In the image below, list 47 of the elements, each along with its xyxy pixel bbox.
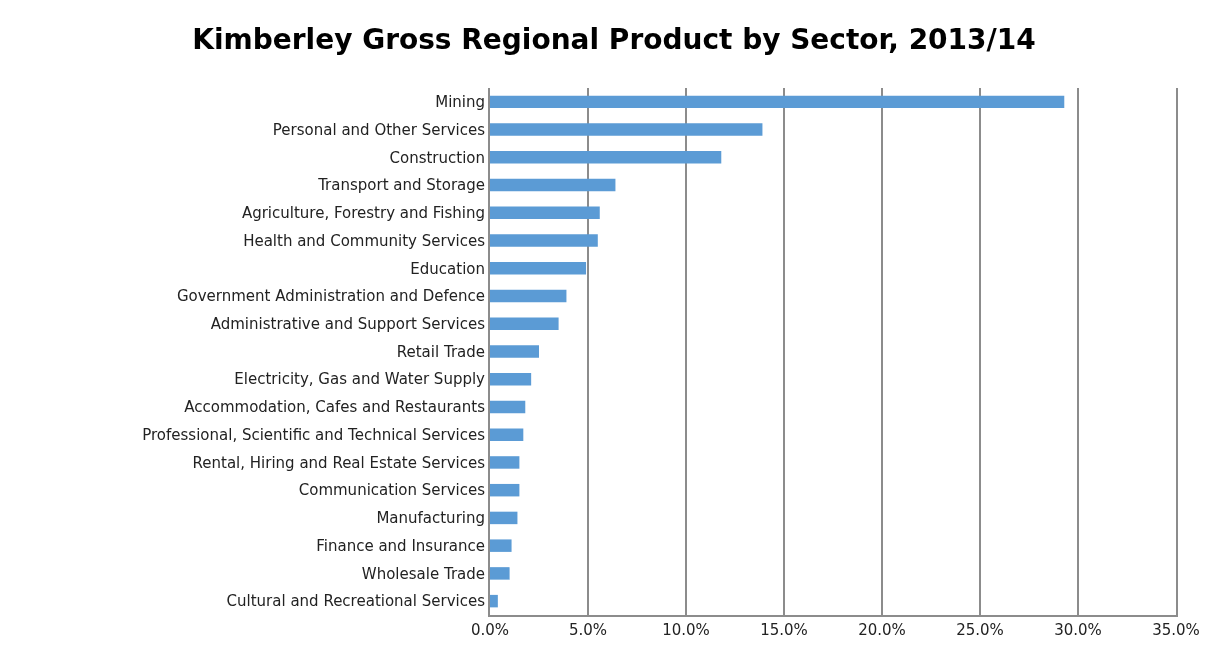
y-tick-label: Education bbox=[410, 259, 485, 278]
y-tick-label: Wholesale Trade bbox=[361, 564, 485, 583]
chart-title: Kimberley Gross Regional Product by Sector, 2013/14 bbox=[192, 23, 1036, 57]
bar bbox=[490, 428, 524, 441]
x-tick-label: 15.0% bbox=[760, 621, 808, 639]
y-tick-label: Transport and Storage bbox=[317, 176, 485, 195]
bar bbox=[490, 317, 559, 330]
y-tick-label: Personal and Other Services bbox=[272, 120, 486, 139]
x-tick-label: 20.0% bbox=[858, 621, 906, 639]
y-tick-label: Electricity, Gas and Water Supply bbox=[234, 370, 486, 389]
bar bbox=[490, 206, 600, 220]
x-tick-label: 30.0% bbox=[1054, 621, 1102, 639]
y-tick-label: Agriculture, Forestry and Fishing bbox=[241, 204, 485, 223]
bar bbox=[490, 289, 567, 303]
y-tick-label: Administrative and Support Services bbox=[210, 315, 486, 334]
y-tick-label: Professional, Scientific and Technical Services bbox=[142, 425, 486, 444]
bar bbox=[490, 373, 532, 386]
y-tick-label: Communication Services bbox=[298, 481, 486, 500]
x-tick-label: 35.0% bbox=[1152, 621, 1200, 639]
y-tick-label: Cultural and Recreational Services bbox=[226, 592, 486, 611]
x-tick-label: 25.0% bbox=[956, 621, 1004, 639]
y-tick-label: Finance and Insurance bbox=[316, 536, 485, 555]
bar bbox=[490, 151, 722, 164]
bar bbox=[490, 567, 510, 580]
y-tick-label: Rental, Hiring and Real Estate Services bbox=[192, 453, 486, 472]
y-tick-label: Construction bbox=[389, 148, 485, 167]
bar bbox=[490, 456, 520, 469]
bar bbox=[490, 400, 526, 414]
bar bbox=[490, 95, 1065, 109]
x-tick-label: 5.0% bbox=[568, 621, 608, 639]
bar bbox=[490, 483, 520, 497]
bar bbox=[490, 234, 598, 247]
bar bbox=[490, 594, 498, 608]
bar bbox=[490, 262, 587, 275]
y-tick-label: Government Administration and Defence bbox=[176, 287, 485, 306]
x-tick-label: 0.0% bbox=[470, 621, 510, 639]
bar bbox=[490, 539, 512, 552]
y-tick-label: Manufacturing bbox=[376, 509, 485, 528]
bar bbox=[490, 178, 616, 192]
bar bbox=[490, 123, 763, 136]
y-tick-label: Accommodation, Cafes and Restaurants bbox=[184, 398, 486, 417]
x-tick-label: 10.0% bbox=[662, 621, 710, 639]
y-tick-label: Mining bbox=[435, 93, 485, 112]
y-tick-label: Retail Trade bbox=[396, 342, 485, 361]
bar bbox=[490, 511, 518, 525]
y-tick-label: Health and Community Services bbox=[243, 231, 486, 250]
bar bbox=[490, 345, 539, 358]
